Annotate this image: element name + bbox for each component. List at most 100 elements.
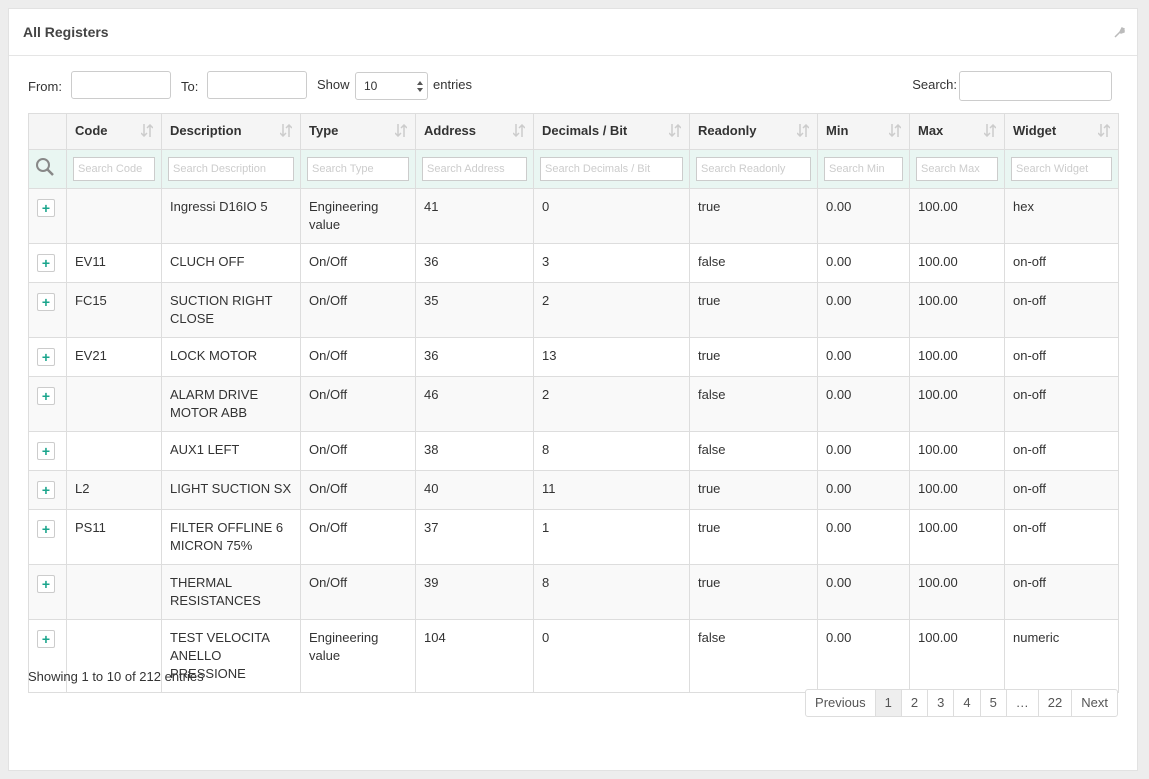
column-title: Min — [826, 123, 849, 138]
table-cell: On/Off — [300, 376, 416, 432]
table-cell: 100.00 — [909, 509, 1005, 565]
column-search-input[interactable] — [73, 157, 155, 181]
sort-icon[interactable] — [984, 124, 996, 137]
table-cell: 11 — [533, 470, 690, 510]
table-cell: 100.00 — [909, 564, 1005, 620]
column-header[interactable]: Description — [161, 113, 301, 150]
expand-button[interactable]: + — [37, 575, 55, 593]
expand-button[interactable]: + — [37, 481, 55, 499]
table-row: + FC15 SUCTION RIGHT CLOSE On/Off 35 2 true 0.0… — [28, 282, 1119, 338]
panel-header: All Registers — [9, 9, 1137, 56]
column-search-input[interactable] — [696, 157, 811, 181]
table-cell — [66, 188, 162, 244]
table-cell: CLUCH OFF — [161, 243, 301, 283]
column-header[interactable]: Widget — [1004, 113, 1119, 150]
expand-button[interactable]: + — [37, 387, 55, 405]
expand-button[interactable]: + — [37, 254, 55, 272]
sort-icon[interactable] — [395, 124, 407, 137]
column-header[interactable]: Readonly — [689, 113, 818, 150]
table-cell: Engineering value — [300, 188, 416, 244]
expand-button[interactable]: + — [37, 630, 55, 648]
pagination: Previous 1 2 3 4 5… 22 Next — [805, 689, 1118, 717]
page-size-select[interactable]: 10 — [355, 72, 428, 100]
expand-cell: + — [28, 188, 67, 244]
column-search-input[interactable] — [307, 157, 409, 181]
table-cell: 100.00 — [909, 376, 1005, 432]
search-input[interactable] — [959, 71, 1112, 101]
page-button[interactable]: 1 — [874, 689, 902, 717]
page-button[interactable]: 4 — [953, 689, 981, 717]
column-search-input[interactable] — [422, 157, 527, 181]
from-input[interactable] — [71, 71, 171, 99]
search-cell — [66, 149, 162, 189]
column-header[interactable]: Type — [300, 113, 416, 150]
column-header[interactable]: Min — [817, 113, 910, 150]
sort-icon[interactable] — [1098, 124, 1110, 137]
page-button[interactable]: Next — [1071, 689, 1118, 717]
search-cell — [909, 149, 1005, 189]
column-search-input[interactable] — [824, 157, 903, 181]
header-row: Code Description Type Address Decimals / Bit… — [28, 113, 1119, 150]
table-row: + ALARM DRIVE MOTOR ABB On/Off 46 2 false 0.00… — [28, 376, 1119, 432]
table-cell: 35 — [415, 282, 534, 338]
page-button[interactable]: 2 — [900, 689, 929, 717]
panel: All Registers From: To: Show 10 entries … — [8, 8, 1138, 771]
table-cell: On/Off — [300, 509, 416, 565]
to-input[interactable] — [207, 71, 307, 99]
table-cell: 37 — [415, 509, 534, 565]
table-cell: 13 — [533, 337, 690, 377]
table-row: + EV21 LOCK MOTOR On/Off 36 13 true 0.00 100.00 o… — [28, 337, 1119, 377]
table-cell: 100.00 — [909, 188, 1005, 244]
sort-icon[interactable] — [889, 124, 901, 137]
table-cell: PS11 — [66, 509, 162, 565]
column-search-input[interactable] — [540, 157, 683, 181]
table-row: + AUX1 LEFT On/Off 38 8 false 0.00 100.00 on-off — [28, 431, 1119, 471]
table-cell: 46 — [415, 376, 534, 432]
expand-button[interactable]: + — [37, 199, 55, 217]
table-cell: on-off — [1004, 282, 1119, 338]
search-cell — [689, 149, 818, 189]
search-row — [28, 149, 1119, 189]
search-cell — [300, 149, 416, 189]
table-cell: EV21 — [66, 337, 162, 377]
table-cell: EV11 — [66, 243, 162, 283]
table-cell: LIGHT SUCTION SX — [161, 470, 301, 510]
table-row: + EV11 CLUCH OFF On/Off 36 3 false 0.00 100.00 on… — [28, 243, 1119, 283]
table-cell — [66, 376, 162, 432]
table-cell: 39 — [415, 564, 534, 620]
sort-icon[interactable] — [669, 124, 681, 137]
page-button[interactable]: 3 — [927, 689, 955, 717]
page-button[interactable]: 22 — [1037, 689, 1073, 717]
table-cell: 100.00 — [909, 243, 1005, 283]
page-button[interactable]: 5 — [979, 689, 1007, 717]
expand-button[interactable]: + — [37, 293, 55, 311]
table-cell — [66, 431, 162, 471]
column-header[interactable]: Max — [909, 113, 1005, 150]
expand-button[interactable]: + — [37, 348, 55, 366]
page-button[interactable]: … — [1005, 689, 1039, 717]
expand-button[interactable]: + — [37, 520, 55, 538]
expand-button[interactable]: + — [37, 442, 55, 460]
expand-cell: + — [28, 470, 67, 510]
table-cell: On/Off — [300, 470, 416, 510]
select-arrows — [417, 81, 423, 92]
column-header[interactable]: Decimals / Bit — [533, 113, 690, 150]
expand-cell: + — [28, 431, 67, 471]
sort-icon[interactable] — [280, 124, 292, 137]
table-cell: true — [689, 337, 818, 377]
sort-icon[interactable] — [797, 124, 809, 137]
column-search-input[interactable] — [1011, 157, 1112, 181]
column-header[interactable]: Code — [66, 113, 162, 150]
sort-icon[interactable] — [141, 124, 153, 137]
column-search-input[interactable] — [168, 157, 294, 181]
column-title: Max — [918, 123, 944, 138]
header-cell — [28, 113, 67, 150]
page-button[interactable]: Previous — [805, 689, 876, 717]
table-cell: 0 — [533, 619, 690, 693]
settings-icon[interactable] — [1113, 26, 1125, 38]
column-search-input[interactable] — [916, 157, 998, 181]
column-header[interactable]: Address — [415, 113, 534, 150]
sort-icon[interactable] — [513, 124, 525, 137]
table-cell: 8 — [533, 564, 690, 620]
